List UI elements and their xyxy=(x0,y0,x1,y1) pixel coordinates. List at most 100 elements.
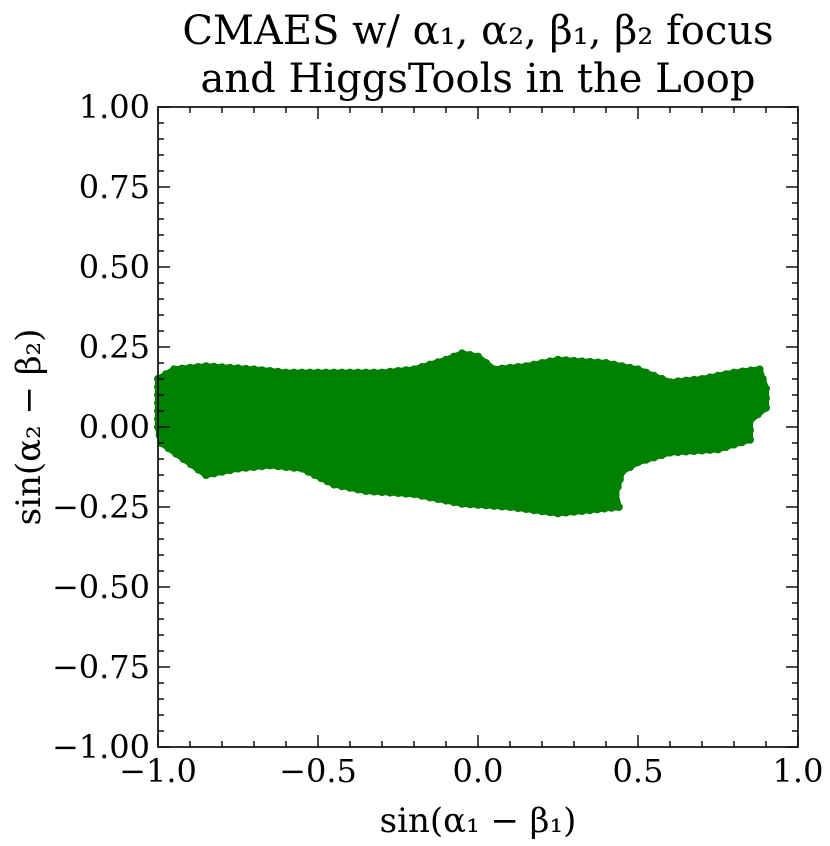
scatter-point xyxy=(754,410,762,419)
scatter-point xyxy=(266,367,274,375)
plot-area xyxy=(154,349,770,518)
scatter-point xyxy=(298,368,306,377)
scatter-point xyxy=(554,355,562,364)
scatter-point xyxy=(658,375,666,383)
scatter-point xyxy=(410,490,418,499)
scatter-point xyxy=(642,455,650,464)
scatter-point xyxy=(202,471,210,479)
scatter-point xyxy=(706,373,714,382)
scatter-point xyxy=(746,426,754,435)
y-tick-label: −1.00 xyxy=(52,728,150,766)
scatter-point xyxy=(666,448,674,457)
scatter-point xyxy=(322,368,330,377)
scatter-point xyxy=(298,464,306,473)
x-axis-ticks xyxy=(157,107,799,747)
scatter-point xyxy=(562,508,570,517)
scatter-point xyxy=(522,505,530,514)
scatter-point xyxy=(242,463,250,472)
scatter-point xyxy=(426,493,434,502)
scatter-point xyxy=(634,365,642,374)
scatter-point xyxy=(758,375,767,383)
scatter-point xyxy=(498,364,506,373)
scatter-point xyxy=(698,446,706,455)
scatter-point xyxy=(434,495,442,503)
scatter-point xyxy=(618,467,626,476)
scatter-point xyxy=(266,461,274,470)
scatter-point xyxy=(370,368,378,377)
scatter-point xyxy=(570,507,578,516)
scatter-point xyxy=(187,460,196,469)
scatter-point xyxy=(186,363,194,372)
scatter-point xyxy=(490,365,498,374)
scatter-point xyxy=(179,455,188,463)
scatter-point xyxy=(458,349,466,358)
scatter-point xyxy=(402,366,410,375)
scatter-point xyxy=(730,368,738,377)
scatter-point xyxy=(442,496,450,505)
scatter-point xyxy=(682,376,690,385)
scatter-point xyxy=(170,365,178,374)
scatter-point xyxy=(250,463,258,471)
scatter-point xyxy=(482,359,490,367)
scatter-point xyxy=(474,352,482,361)
y-axis-label: sin(α₂ − β₂) xyxy=(9,329,49,526)
scatter-point xyxy=(626,463,634,471)
scatter-point xyxy=(290,368,298,377)
scatter-point xyxy=(530,360,538,369)
scatter-point xyxy=(394,489,402,498)
scatter-point xyxy=(658,451,666,459)
scatter-point xyxy=(666,378,674,387)
scatter-point xyxy=(611,490,620,499)
y-tick-label: 0.00 xyxy=(79,408,150,446)
scatter-point xyxy=(304,467,313,476)
scatter-point xyxy=(570,356,578,365)
scatter-point xyxy=(474,500,482,509)
scatter-point xyxy=(394,367,402,375)
scatter-point xyxy=(172,449,181,458)
scatter-point xyxy=(178,364,186,373)
y-tick-label: −0.50 xyxy=(52,568,150,606)
scatter-point xyxy=(386,488,394,497)
scatter-point xyxy=(554,509,562,518)
scatter-point xyxy=(578,507,586,515)
scatter-point xyxy=(650,453,658,462)
scatter-point xyxy=(730,440,738,449)
scatter-point xyxy=(586,357,594,366)
scatter-point xyxy=(746,416,754,425)
scatter-point xyxy=(546,357,554,366)
scatter-point xyxy=(354,368,362,377)
scatter-point xyxy=(226,466,234,475)
scatter-point xyxy=(218,363,226,372)
scatter-point xyxy=(202,362,210,371)
scatter-point xyxy=(314,368,322,377)
scatter-point xyxy=(442,355,450,364)
x-tick-label: −1.0 xyxy=(119,752,197,790)
scatter-point xyxy=(747,366,756,375)
scatter-point xyxy=(418,491,426,500)
y-tick-label: 1.00 xyxy=(79,88,150,126)
scatter-point xyxy=(722,370,730,379)
scatter-point xyxy=(274,462,282,471)
scatter-point xyxy=(762,394,770,403)
scatter-point xyxy=(323,477,332,486)
scatter-point xyxy=(258,462,266,471)
scatter-point xyxy=(317,474,326,483)
scatter-point xyxy=(746,435,754,444)
scatter-point xyxy=(164,444,173,453)
scatter-point xyxy=(762,384,770,393)
scatter-points xyxy=(154,349,770,518)
scatter-point xyxy=(386,367,394,376)
y-tick-label: 0.50 xyxy=(79,248,150,286)
scatter-point xyxy=(498,502,506,511)
scatter-point xyxy=(330,368,338,377)
y-axis-ticks xyxy=(158,106,798,748)
scatter-point xyxy=(738,367,747,376)
scatter-point xyxy=(514,363,522,371)
scatter-point xyxy=(610,360,618,369)
scatter-point xyxy=(722,443,730,451)
scatter-point xyxy=(330,480,338,489)
x-tick-label: −0.5 xyxy=(279,752,357,790)
scatter-point xyxy=(698,375,706,383)
scatter-point xyxy=(506,363,514,372)
